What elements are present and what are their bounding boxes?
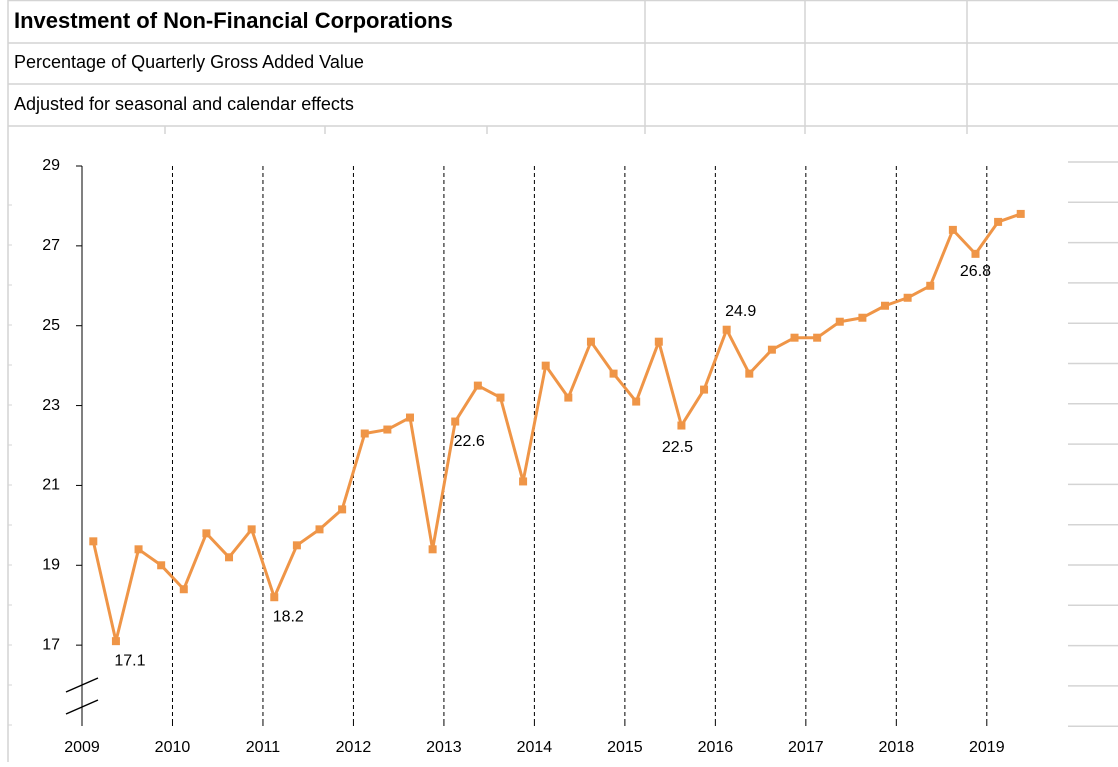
chart-subtitle: Percentage of Quarterly Gross Added Valu…: [14, 52, 364, 72]
point-marker: [677, 421, 686, 430]
point-marker: [134, 545, 143, 554]
x-tick-label: 2013: [426, 739, 462, 756]
point-marker: [473, 381, 482, 390]
point-marker: [519, 477, 528, 486]
point-marker: [541, 361, 550, 370]
y-tick-label: 27: [42, 237, 60, 254]
x-tick-label: 2010: [155, 739, 191, 756]
point-marker: [609, 369, 618, 378]
point-marker: [202, 529, 211, 538]
chart-note: Adjusted for seasonal and calendar effec…: [14, 94, 354, 114]
point-marker: [428, 545, 437, 554]
point-marker: [790, 333, 799, 342]
point-marker: [971, 249, 980, 258]
y-tick-label: 25: [42, 317, 60, 334]
series-line: [91, 212, 1022, 643]
x-tick-label: 2015: [607, 739, 643, 756]
data-label: 22.5: [662, 439, 693, 456]
point-marker: [247, 525, 256, 534]
point-marker: [926, 281, 935, 290]
point-marker: [564, 393, 573, 402]
point-marker: [722, 325, 731, 334]
point-marker: [111, 637, 120, 646]
point-marker: [157, 561, 166, 570]
x-tick-label: 2016: [698, 739, 734, 756]
point-marker: [89, 537, 98, 546]
point-marker: [745, 369, 754, 378]
point-marker: [383, 425, 392, 434]
point-marker: [496, 393, 505, 402]
y-tick-label: 19: [42, 557, 60, 574]
point-marker: [338, 505, 347, 514]
axis-break: [65, 677, 99, 693]
data-label: 22.6: [454, 433, 485, 450]
y-tick-label: 21: [42, 477, 60, 494]
data-label: 26.8: [960, 263, 991, 280]
point-marker: [994, 217, 1003, 226]
point-marker: [405, 413, 414, 422]
point-marker: [292, 541, 301, 550]
y-tick-label: 17: [42, 636, 60, 653]
chart-title: Investment of Non-Financial Corporations: [14, 8, 453, 33]
point-marker: [654, 337, 663, 346]
point-marker: [813, 333, 822, 342]
point-marker: [835, 317, 844, 326]
point-marker: [903, 293, 912, 302]
x-tick-label: 2011: [246, 739, 281, 756]
point-marker: [858, 313, 867, 322]
point-marker: [315, 525, 324, 534]
data-label: 17.1: [114, 652, 145, 669]
data-label: 24.9: [725, 303, 756, 320]
point-marker: [360, 429, 369, 438]
point-marker: [225, 553, 234, 562]
sheet-grid: [7, 0, 1118, 762]
point-marker: [948, 225, 957, 234]
point-marker: [700, 385, 709, 394]
point-marker: [881, 301, 890, 310]
x-tick-label: 2019: [969, 739, 1005, 756]
point-marker: [179, 585, 188, 594]
axis-break: [65, 699, 99, 715]
point-marker: [767, 345, 776, 354]
x-tick-label: 2012: [336, 739, 372, 756]
point-marker: [1016, 209, 1025, 218]
data-label: 18.2: [273, 608, 304, 625]
x-tick-label: 2018: [879, 739, 915, 756]
y-tick-label: 29: [42, 157, 60, 174]
point-marker: [586, 337, 595, 346]
sheet-cells-right: [8, 161, 1118, 727]
x-tick-label: 2014: [517, 739, 553, 756]
point-marker: [270, 593, 279, 602]
x-tick-label: 2009: [64, 739, 100, 756]
x-tick-label: 2017: [788, 739, 824, 756]
y-tick-label: 23: [42, 397, 60, 414]
point-marker: [632, 397, 641, 406]
point-marker: [451, 417, 460, 426]
